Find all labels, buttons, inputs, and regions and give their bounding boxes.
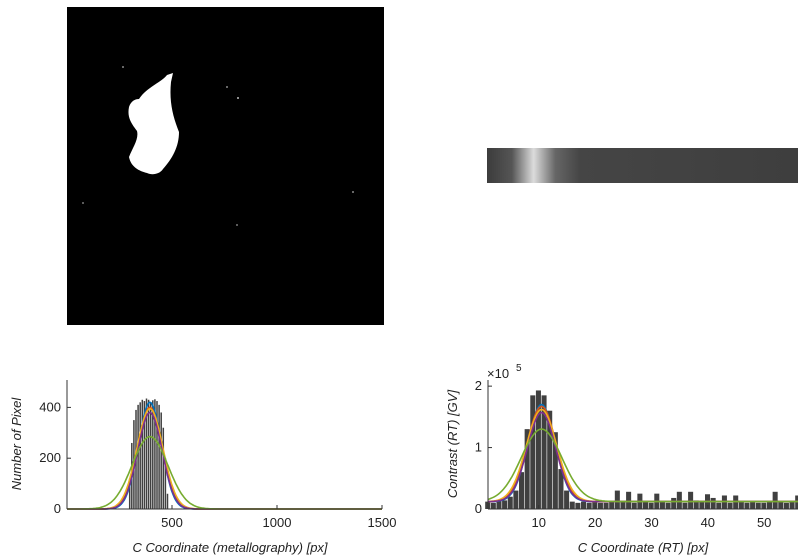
- histogram-bar: [513, 490, 519, 509]
- y-tick-label: 200: [39, 450, 61, 465]
- right-x-axis-label: C Coordinate (RT) [px]: [578, 540, 709, 555]
- histogram-bar: [541, 395, 547, 509]
- fit-curve: [487, 428, 798, 503]
- x-tick-label: 20: [588, 515, 602, 530]
- fit-curve: [67, 401, 382, 510]
- histogram-bar: [519, 472, 525, 509]
- histogram-bar: [626, 491, 632, 509]
- histogram-bar: [659, 501, 665, 509]
- histogram-bar: [524, 429, 530, 509]
- metallography-histogram-chart: 500 1000 1500 0 200 400 C Coordinate (metallo…: [9, 380, 397, 555]
- histogram-bar: [699, 501, 705, 509]
- histogram-bar: [496, 499, 502, 509]
- histogram-bar: [128, 478, 131, 509]
- histogram-bar: [149, 402, 152, 509]
- histogram-bar: [137, 404, 139, 509]
- histogram-bar: [158, 404, 160, 509]
- x-tick-label: 500: [161, 515, 183, 530]
- y-tick-label: 2: [475, 378, 482, 393]
- histogram-bar: [755, 502, 761, 509]
- histogram-bar: [597, 502, 603, 509]
- y-tick-label: 0: [475, 501, 482, 516]
- x-tick-label: 1000: [263, 515, 292, 530]
- histogram-bar: [535, 390, 541, 509]
- y-tick-label: 400: [39, 399, 61, 414]
- metallography-binary-image: [67, 7, 384, 325]
- histogram-bar: [620, 501, 626, 509]
- x-tick-label: 30: [644, 515, 658, 530]
- histogram-bar: [162, 427, 165, 509]
- histogram-bar: [671, 497, 677, 509]
- histogram-bar: [141, 399, 144, 509]
- right-y-axis-label: Contrast (RT) [GV]: [445, 390, 460, 499]
- metallography-binary-shape: [67, 7, 384, 325]
- histogram-bar: [530, 395, 536, 509]
- histogram-bar: [160, 412, 162, 509]
- histogram-bar: [727, 502, 733, 509]
- right-y-exponent-base: ×10: [487, 366, 509, 381]
- histogram-bar: [143, 401, 146, 509]
- rt-contrast-histogram-chart: 10 20 30 40 50 0 1 2 ×10 5 C Coordinate (RT) [p…: [445, 363, 798, 555]
- histogram-bar: [631, 502, 637, 509]
- left-y-axis-label: Number of Pixel: [9, 397, 24, 491]
- histogram-bar: [166, 493, 169, 509]
- histogram-bar: [609, 501, 615, 509]
- fit-curve: [67, 406, 382, 510]
- histogram-bar: [738, 501, 744, 509]
- histogram-bar: [665, 502, 671, 509]
- x-tick-label: 10: [531, 515, 545, 530]
- histogram-bar: [767, 501, 773, 509]
- y-tick-label: 1: [475, 440, 482, 455]
- histogram-bar: [156, 401, 158, 509]
- histogram-bar: [547, 410, 553, 509]
- x-tick-label: 50: [757, 515, 771, 530]
- histogram-bar: [558, 469, 564, 509]
- histogram-bar: [744, 502, 750, 509]
- fit-curve: [67, 407, 382, 510]
- right-y-exponent-power: 5: [516, 363, 522, 374]
- histogram-bar: [147, 399, 150, 509]
- histogram-bar: [778, 501, 784, 509]
- histogram-bar: [789, 501, 795, 509]
- histogram-bar: [603, 502, 609, 509]
- histogram-bar: [783, 502, 789, 509]
- histogram-bar: [569, 501, 575, 509]
- x-tick-label: 40: [701, 515, 715, 530]
- histogram-bar: [164, 458, 167, 509]
- histogram-bar: [716, 502, 722, 509]
- histogram-bar: [682, 502, 688, 509]
- histogram-bar: [502, 500, 508, 509]
- histogram-bar: [750, 501, 756, 509]
- histogram-bar: [575, 502, 581, 509]
- left-x-axis-label: C Coordinate (metallography) [px]: [132, 540, 327, 555]
- fit-curve: [67, 411, 382, 510]
- histogram-bar: [145, 398, 148, 509]
- histogram-bar: [688, 491, 694, 509]
- histogram-bar: [693, 500, 699, 509]
- histogram-bar: [490, 502, 496, 509]
- histogram-bar: [586, 502, 592, 509]
- fit-curve: [67, 435, 382, 510]
- rt-strip-gradient: [487, 148, 798, 183]
- histogram-bar: [581, 501, 587, 509]
- histogram-bar: [139, 402, 141, 509]
- y-tick-label: 0: [54, 501, 61, 516]
- rt-strip-image: [487, 148, 798, 183]
- histogram-bar: [552, 432, 558, 509]
- histogram-bar: [154, 399, 156, 509]
- x-tick-label: 1500: [368, 515, 397, 530]
- histogram-bar: [152, 400, 154, 509]
- histogram-bar: [643, 501, 649, 509]
- histogram-bar: [614, 490, 620, 509]
- histogram-bar: [772, 491, 778, 509]
- histogram-bar: [710, 497, 716, 509]
- histogram-bar: [676, 491, 682, 509]
- histogram-bar: [507, 496, 513, 509]
- histogram-bar: [564, 490, 570, 509]
